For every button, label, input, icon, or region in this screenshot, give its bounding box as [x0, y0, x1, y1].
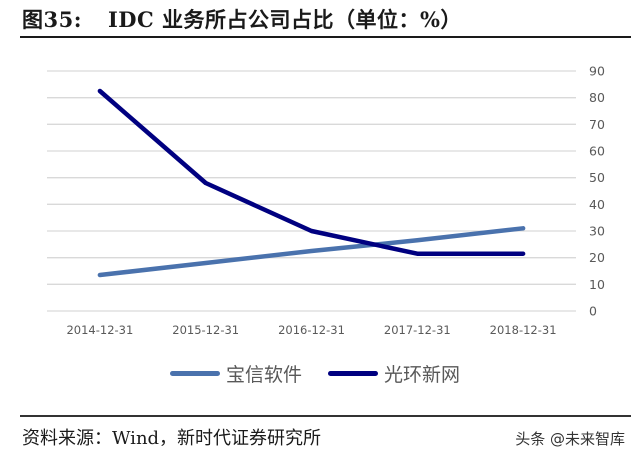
y-tick-label: 90	[589, 64, 605, 79]
x-tick-label: 2016-12-31	[278, 323, 345, 337]
y-tick-label: 0	[589, 304, 597, 319]
series-line-1	[97, 88, 526, 256]
x-tick-label: 2015-12-31	[172, 323, 239, 337]
figure-title: 图35: IDC 业务所占公司占比（单位：%）	[22, 4, 462, 34]
y-tick-label: 20	[589, 250, 605, 265]
bottom-rule	[20, 415, 631, 417]
y-tick-label: 70	[589, 117, 605, 132]
x-tick-label: 2017-12-31	[384, 323, 451, 337]
top-rule	[20, 36, 631, 38]
legend-label-baoxin: 宝信软件	[226, 364, 303, 386]
legend-item-baoxin: 宝信软件	[170, 360, 302, 387]
line-chart: 0 10 20 30 40 50 60 70 80 90 2014-12-31 2015-12-31…	[47, 64, 605, 337]
y-tick-label: 60	[589, 144, 605, 159]
gridlines	[47, 70, 576, 312]
x-tick-label: 2018-12-31	[490, 323, 557, 337]
chart-legend: 宝信软件 光环新网	[170, 360, 486, 387]
figure-label: 图35:	[22, 7, 82, 32]
y-tick-label: 30	[589, 224, 605, 239]
y-tick-label: 40	[589, 197, 605, 212]
watermark: 头条 @未来智库	[515, 430, 625, 448]
legend-item-guanghuan: 光环新网	[328, 360, 460, 387]
y-tick-label: 80	[589, 90, 605, 105]
x-axis-ticks: 2014-12-31 2015-12-31 2016-12-31 2017-12-31…	[66, 323, 556, 337]
x-tick-label: 2014-12-31	[66, 323, 133, 337]
figure-title-text: IDC 业务所占公司占比（单位：%）	[107, 7, 462, 32]
y-tick-label: 50	[589, 170, 605, 185]
legend-swatch-guanghuan	[328, 371, 379, 376]
y-tick-label: 10	[589, 277, 605, 292]
source-note: 资料来源：Wind，新时代证券研究所	[22, 428, 322, 449]
y-axis-ticks: 0 10 20 30 40 50 60 70 80 90	[589, 64, 605, 319]
series-lines	[97, 88, 526, 278]
series-line-0	[97, 226, 526, 278]
legend-swatch-baoxin	[170, 371, 220, 376]
legend-label-guanghuan: 光环新网	[384, 364, 461, 386]
